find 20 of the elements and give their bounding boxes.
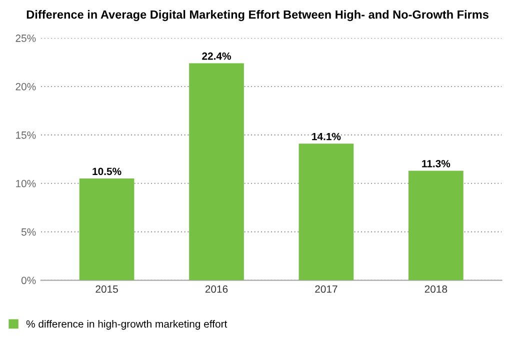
text: 22.4%	[202, 52, 231, 60]
x-tick-label: 2016	[205, 285, 228, 293]
y-tick-label: 20%	[16, 83, 36, 90]
text: 14.1%	[312, 132, 341, 140]
x-tick-label: 2018	[424, 285, 448, 293]
chart-title: Difference in Average Digital Marketing Effort Between High- and No-Growth Firms	[26, 10, 488, 22]
text: 11.3%	[422, 160, 450, 168]
bar	[408, 170, 464, 280]
y-tick-label: 5%	[21, 228, 36, 236]
y-tick-label: 25%	[16, 34, 36, 42]
x-tick-label: 2015	[96, 285, 118, 293]
bar	[189, 63, 244, 280]
legend-label: % difference in high-growth marketing effort	[26, 320, 228, 330]
y-tick-label: 0%	[21, 276, 36, 284]
y-tick-label: 10%	[16, 180, 36, 188]
bar	[298, 144, 354, 280]
text: 10.5%	[92, 168, 122, 176]
x-tick-label: 2017	[315, 285, 338, 293]
bar	[79, 178, 134, 280]
y-tick-label: 15%	[16, 131, 36, 139]
